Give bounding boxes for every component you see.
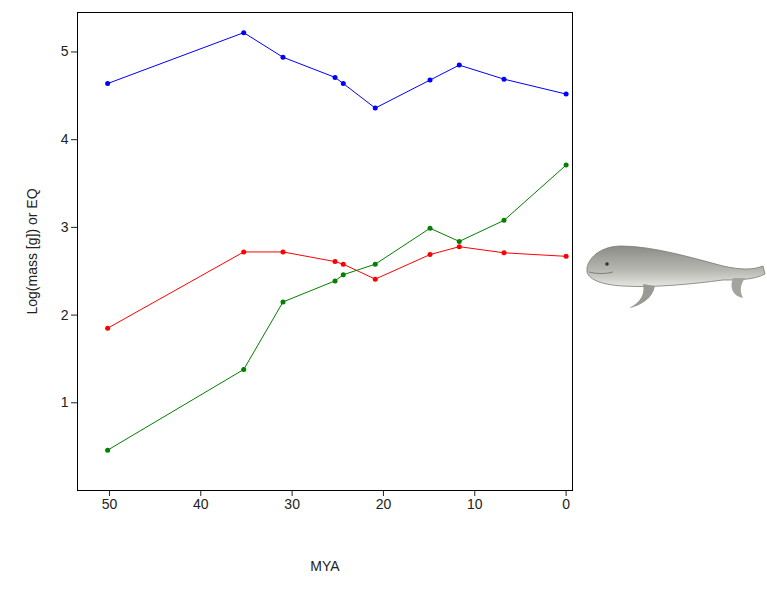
svg-text:1: 1 <box>61 394 69 410</box>
svg-text:2: 2 <box>61 307 69 323</box>
svg-text:Log(mass [g]) or EQ: Log(mass [g]) or EQ <box>24 188 40 314</box>
svg-text:5: 5 <box>61 43 69 59</box>
svg-text:40: 40 <box>193 496 209 512</box>
svg-text:30: 30 <box>284 496 300 512</box>
svg-text:20: 20 <box>376 496 392 512</box>
svg-text:50: 50 <box>102 496 118 512</box>
svg-text:MYA: MYA <box>310 558 340 574</box>
svg-text:4: 4 <box>61 131 69 147</box>
svg-text:10: 10 <box>467 496 483 512</box>
svg-text:0: 0 <box>562 496 570 512</box>
svg-text:3: 3 <box>61 219 69 235</box>
